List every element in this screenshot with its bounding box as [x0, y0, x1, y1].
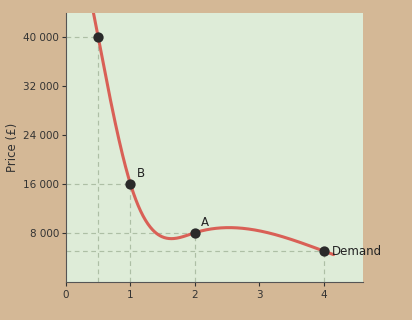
Y-axis label: Price (£): Price (£) — [6, 123, 19, 172]
Text: Demand: Demand — [332, 244, 382, 258]
Text: A: A — [201, 216, 209, 229]
Point — [127, 181, 134, 187]
Point — [192, 230, 198, 235]
Point — [95, 35, 101, 40]
Text: B: B — [137, 167, 145, 180]
Point — [321, 249, 327, 254]
